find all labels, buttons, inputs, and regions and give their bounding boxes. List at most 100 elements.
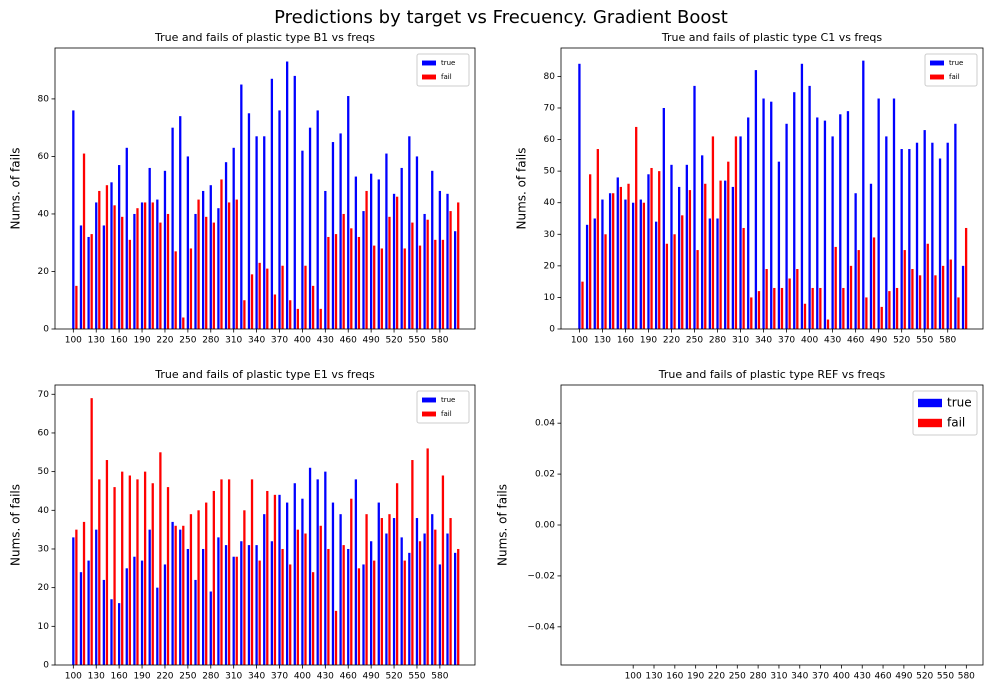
- bar: [642, 202, 646, 329]
- bar: [270, 541, 274, 665]
- bar: [693, 85, 696, 330]
- x-tick-label: 430: [317, 672, 334, 682]
- bar: [724, 180, 727, 329]
- x-tick-label: 190: [640, 336, 657, 346]
- bar: [240, 541, 243, 665]
- bar: [148, 167, 151, 329]
- bar: [308, 467, 312, 665]
- bar: [82, 153, 86, 329]
- y-tick-label: 50: [544, 167, 556, 177]
- bar: [342, 213, 345, 329]
- bar: [334, 610, 338, 665]
- bar: [136, 208, 139, 329]
- bar: [304, 533, 307, 665]
- bar: [179, 529, 182, 665]
- bar: [900, 149, 903, 329]
- bar: [110, 599, 113, 665]
- bar: [831, 136, 834, 329]
- bar: [156, 199, 159, 329]
- bar: [685, 164, 688, 329]
- bar: [212, 490, 215, 665]
- bar: [182, 317, 185, 329]
- bar: [118, 165, 121, 329]
- bar: [370, 541, 373, 665]
- x-tick-label: 370: [778, 336, 795, 346]
- bar: [612, 193, 615, 329]
- bar: [350, 228, 353, 329]
- bar: [934, 275, 937, 329]
- y-tick-label: 40: [38, 506, 50, 516]
- bar: [140, 560, 144, 665]
- legend-label: true: [949, 59, 963, 67]
- bar: [388, 514, 391, 665]
- x-tick-label: 160: [111, 672, 128, 682]
- bar: [331, 142, 335, 329]
- bar: [110, 182, 113, 329]
- bar: [395, 196, 399, 329]
- bar: [113, 205, 116, 329]
- bar: [121, 216, 124, 329]
- bar: [857, 250, 860, 329]
- bar: [400, 167, 403, 329]
- bar: [289, 564, 292, 665]
- bar: [296, 529, 299, 665]
- bar: [911, 269, 914, 329]
- x-tick-label: 520: [916, 672, 933, 682]
- x-tick-label: 490: [870, 336, 887, 346]
- bar: [373, 560, 376, 665]
- bar: [365, 514, 368, 665]
- bar: [704, 183, 707, 329]
- bar: [696, 250, 699, 329]
- bar: [227, 202, 231, 329]
- bar: [319, 308, 322, 329]
- bar: [156, 587, 159, 665]
- bar: [296, 308, 299, 329]
- x-tick-label: 280: [750, 672, 767, 682]
- bar: [151, 483, 154, 665]
- bar: [95, 529, 98, 665]
- bar: [273, 294, 277, 329]
- subplot: True and fails of plastic type E1 vs fre…: [9, 368, 476, 682]
- bar: [354, 176, 358, 329]
- bar: [454, 552, 457, 665]
- bar: [457, 202, 460, 329]
- x-tick-label: 160: [617, 336, 634, 346]
- bar: [75, 529, 78, 665]
- bar: [823, 120, 827, 329]
- x-tick-label: 340: [791, 672, 808, 682]
- bar: [616, 177, 619, 329]
- bar: [327, 548, 330, 665]
- x-tick-label: 100: [65, 336, 82, 346]
- bar: [357, 236, 361, 329]
- x-tick-label: 160: [666, 672, 683, 682]
- bar: [148, 529, 151, 665]
- bar: [578, 63, 581, 329]
- bar: [742, 227, 745, 329]
- bar: [869, 183, 873, 329]
- bar: [757, 291, 761, 329]
- y-axis-label: Nums. of fails: [515, 147, 529, 229]
- legend-label: true: [947, 396, 972, 410]
- legend-swatch: [930, 60, 944, 66]
- legend-label: fail: [441, 410, 452, 418]
- x-tick-label: 190: [687, 672, 704, 682]
- bar: [949, 259, 952, 329]
- bar: [739, 136, 742, 329]
- bar: [423, 213, 426, 329]
- x-tick-label: 310: [225, 336, 242, 346]
- bar: [243, 510, 246, 665]
- bar: [136, 479, 139, 665]
- bar: [834, 246, 837, 329]
- bar: [179, 116, 182, 329]
- bar: [819, 287, 822, 329]
- y-tick-label: 0: [549, 325, 555, 335]
- bar: [434, 529, 437, 665]
- y-tick-label: 60: [38, 152, 50, 162]
- bar: [647, 174, 650, 329]
- bar: [194, 213, 197, 329]
- x-tick-label: 580: [431, 672, 448, 682]
- x-tick-label: 310: [770, 672, 787, 682]
- bar: [186, 156, 190, 329]
- bar: [133, 556, 136, 665]
- bar: [581, 281, 584, 329]
